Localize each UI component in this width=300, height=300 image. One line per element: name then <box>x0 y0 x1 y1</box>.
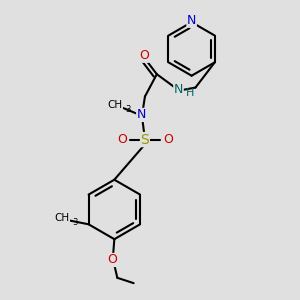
Text: CH: CH <box>55 213 70 223</box>
Text: N: N <box>174 83 183 97</box>
Text: 3: 3 <box>72 218 77 227</box>
Text: H: H <box>186 88 195 98</box>
Text: N: N <box>187 14 196 27</box>
Text: O: O <box>163 133 173 146</box>
Text: O: O <box>139 49 149 62</box>
Text: N: N <box>137 108 146 122</box>
Text: O: O <box>117 133 127 146</box>
Text: O: O <box>107 254 117 266</box>
Text: S: S <box>141 133 149 147</box>
Text: CH: CH <box>108 100 123 110</box>
Text: 3: 3 <box>125 105 130 114</box>
